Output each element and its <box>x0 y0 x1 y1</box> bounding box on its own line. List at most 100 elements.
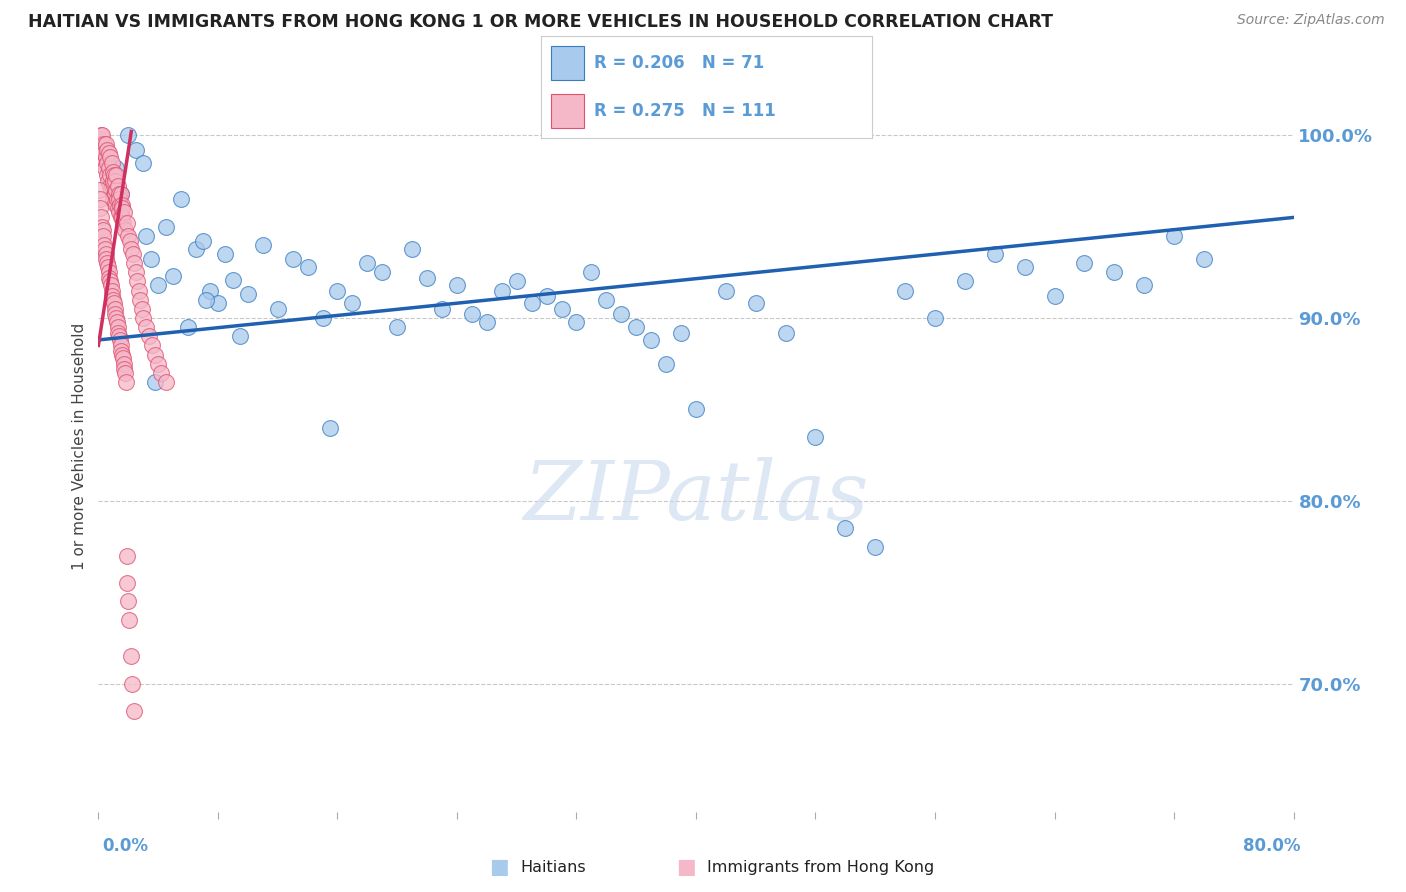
Point <box>104 307 127 321</box>
Point <box>685 402 707 417</box>
Point <box>105 311 128 326</box>
Point <box>117 594 139 608</box>
Point <box>89 132 111 146</box>
Point <box>96 169 118 183</box>
Text: Source: ZipAtlas.com: Source: ZipAtlas.com <box>1237 13 1385 28</box>
Point <box>114 375 136 389</box>
Point <box>1102 265 1125 279</box>
Point <box>124 256 146 270</box>
Point <box>111 202 134 216</box>
Point <box>91 223 114 237</box>
Point <box>550 301 572 316</box>
Point <box>1133 278 1156 293</box>
Point <box>98 275 121 289</box>
Point <box>191 234 214 248</box>
Point <box>169 192 191 206</box>
Text: R = 0.206   N = 71: R = 0.206 N = 71 <box>595 54 765 72</box>
Point <box>110 186 132 201</box>
Point <box>91 143 114 157</box>
Point <box>148 357 170 371</box>
Point <box>105 161 128 175</box>
Point <box>115 576 138 591</box>
Point <box>214 247 236 261</box>
Point <box>139 252 162 267</box>
Point <box>91 128 114 143</box>
Point <box>103 192 125 206</box>
Text: Haitians: Haitians <box>520 860 586 874</box>
Point <box>93 146 115 161</box>
Point <box>131 301 153 316</box>
Point <box>107 320 129 334</box>
Point <box>135 228 157 243</box>
Point <box>93 137 115 152</box>
Point <box>311 311 333 326</box>
Point <box>267 301 290 316</box>
Point <box>595 293 617 307</box>
Point <box>132 155 155 169</box>
Point <box>104 186 127 201</box>
Point <box>103 296 125 310</box>
Point <box>581 265 603 279</box>
Point <box>98 150 122 164</box>
Point <box>143 348 166 362</box>
Point <box>101 165 124 179</box>
Text: Immigrants from Hong Kong: Immigrants from Hong Kong <box>707 860 935 874</box>
Point <box>105 169 128 183</box>
Point <box>1073 256 1095 270</box>
Point <box>491 284 513 298</box>
Point <box>103 301 125 316</box>
Point <box>97 161 120 175</box>
Point <box>105 315 128 329</box>
Point <box>91 150 114 164</box>
Point <box>97 265 120 279</box>
Point <box>93 155 115 169</box>
Point <box>90 137 112 152</box>
Point <box>863 540 886 554</box>
Point <box>103 174 125 188</box>
Point <box>610 307 633 321</box>
Point <box>96 143 118 157</box>
Point <box>108 329 131 343</box>
Point <box>93 238 115 252</box>
Bar <box>551 95 585 128</box>
Point <box>97 174 120 188</box>
Point <box>475 315 498 329</box>
Point <box>112 357 135 371</box>
Point <box>506 275 529 289</box>
Point <box>111 351 134 366</box>
Point <box>1192 252 1215 267</box>
Point <box>108 205 131 219</box>
Point <box>89 202 111 216</box>
Point <box>108 192 131 206</box>
Point <box>281 252 304 267</box>
Point <box>111 348 134 362</box>
Point <box>669 326 692 340</box>
Point <box>90 128 112 143</box>
Point <box>97 260 120 274</box>
Point <box>222 272 245 286</box>
Point <box>141 338 163 352</box>
Point <box>110 343 132 358</box>
Point <box>115 549 138 563</box>
Point <box>89 192 111 206</box>
Point <box>114 366 136 380</box>
Point <box>229 329 252 343</box>
Point <box>129 293 152 307</box>
Point <box>96 155 118 169</box>
Point <box>100 284 122 298</box>
Point <box>96 252 118 267</box>
Point <box>120 649 142 664</box>
Point <box>461 307 484 321</box>
Point <box>98 179 121 194</box>
Point <box>107 186 129 201</box>
Point <box>101 289 124 303</box>
Point <box>94 137 117 152</box>
Point <box>101 293 124 307</box>
Point <box>430 301 453 316</box>
Point <box>155 219 177 234</box>
Point <box>103 174 125 188</box>
Point <box>107 202 129 216</box>
Point <box>110 211 132 225</box>
Point <box>118 234 141 248</box>
Point <box>236 287 259 301</box>
